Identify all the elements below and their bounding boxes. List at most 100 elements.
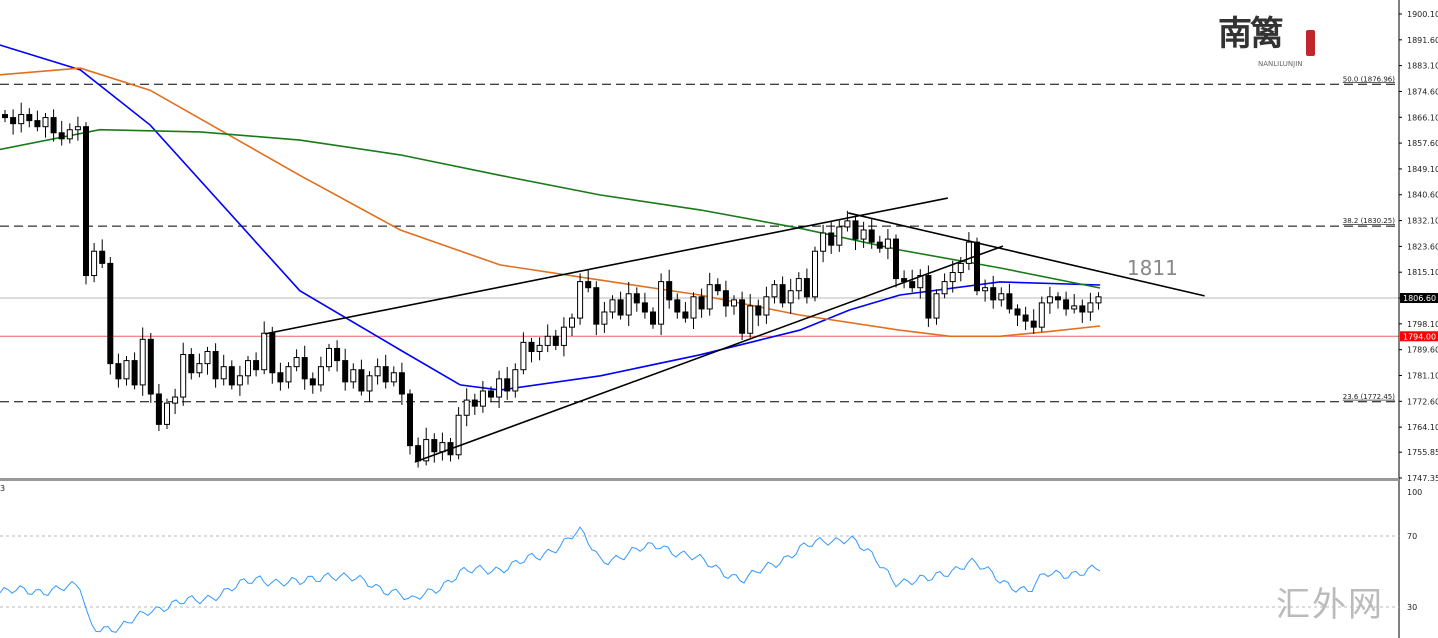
candle-body-bull — [812, 250, 818, 298]
candle — [552, 329, 559, 350]
candle — [10, 109, 17, 135]
candle — [560, 317, 567, 357]
candle — [488, 386, 494, 402]
axis-tick-label: 1781.10 — [1407, 371, 1438, 380]
candle — [1079, 299, 1086, 323]
candle-body-bull — [1095, 296, 1102, 304]
candle — [536, 337, 543, 361]
candle-body-bear — [398, 372, 405, 395]
candle-body-bull — [220, 366, 227, 380]
support-price-tag-label: 1794.00 — [1403, 332, 1436, 341]
candle — [204, 346, 211, 375]
candle-body-bull — [245, 360, 251, 377]
candle — [285, 362, 292, 389]
candle — [714, 278, 721, 296]
candle-body-bear — [1006, 293, 1013, 310]
candle-body-bear — [83, 126, 89, 277]
candle-body-bear — [722, 290, 729, 307]
candle — [277, 362, 284, 391]
axis-tick-label: 1772.60 — [1407, 397, 1438, 406]
candle — [309, 372, 316, 394]
candle — [34, 110, 41, 132]
candle-body-bear — [1014, 308, 1021, 316]
candle-body-bull — [423, 439, 430, 462]
candle — [269, 326, 276, 384]
candle — [909, 269, 916, 293]
axis-tick-label: 1883.10 — [1407, 62, 1438, 71]
candle-body-bull — [317, 366, 324, 386]
candle-body-bear — [334, 347, 341, 362]
candle — [123, 356, 130, 386]
candle-body-bull — [569, 317, 575, 328]
candle — [164, 398, 170, 429]
candle — [479, 380, 486, 413]
candle-body-bull — [577, 281, 584, 319]
current-price-tag — [1400, 293, 1438, 304]
candle — [698, 288, 705, 318]
candle-body-bull — [164, 402, 170, 425]
candle — [261, 321, 268, 375]
trendline[interactable] — [414, 245, 1004, 463]
candle-body-bear — [471, 399, 478, 407]
candle — [795, 272, 802, 300]
candle-body-bear — [682, 311, 689, 319]
candle-body-bull — [463, 399, 470, 416]
candle — [317, 356, 324, 392]
candle-body-bull — [66, 129, 73, 140]
candle — [982, 279, 989, 302]
candle-body-bull — [1046, 296, 1053, 304]
candle-body-bear — [212, 350, 219, 380]
candle — [423, 427, 430, 466]
candle-body-bull — [374, 366, 381, 377]
candle — [674, 293, 681, 319]
logo-text: 南篱 — [1218, 14, 1284, 54]
trendline[interactable] — [264, 197, 948, 335]
logo-seal — [1306, 30, 1315, 56]
candle-body-bull — [204, 350, 211, 365]
candle — [763, 286, 770, 324]
candle-body-bear — [342, 360, 349, 383]
candle-body-bull — [941, 281, 948, 295]
candle-body-bear — [415, 445, 422, 462]
candle — [366, 371, 373, 402]
axis-tick-label: 1849.10 — [1407, 165, 1438, 174]
axis-tick-label: 1840.60 — [1407, 191, 1438, 200]
candle — [245, 356, 251, 385]
candle — [755, 299, 762, 326]
candle-body-bear — [1079, 305, 1086, 313]
candle-body-bull — [998, 293, 1005, 301]
candle — [787, 278, 794, 314]
candle — [439, 432, 446, 461]
candle — [188, 348, 195, 380]
moving-average-line — [0, 44, 1101, 391]
candle-body-bull — [787, 290, 794, 304]
axis-tick-label: 1866.10 — [1407, 113, 1438, 122]
candle — [917, 269, 924, 299]
moving-average-line — [0, 67, 1101, 338]
candle-body-bear — [107, 262, 114, 365]
candle — [731, 295, 737, 315]
candle — [1055, 292, 1061, 309]
candle — [139, 327, 146, 396]
trendline[interactable] — [848, 212, 1205, 297]
candle-body-bear — [714, 284, 721, 292]
candle-body-bear — [893, 238, 899, 280]
candle-body-bull — [917, 275, 924, 289]
candle — [949, 260, 956, 293]
candle-body-bull — [690, 296, 697, 319]
candle — [42, 113, 49, 138]
candle-body-bear — [188, 354, 195, 374]
panel-separator[interactable] — [0, 478, 1399, 481]
candle — [115, 353, 122, 388]
candle — [633, 287, 640, 312]
candle — [431, 433, 438, 463]
candle — [771, 280, 778, 304]
candle — [990, 275, 997, 309]
candle-body-bear — [2, 114, 8, 119]
candle — [690, 292, 697, 330]
trendlines[interactable] — [264, 197, 1205, 463]
candle-body-bear — [147, 338, 154, 395]
candle — [1095, 292, 1102, 310]
candle-body-bear — [10, 117, 17, 125]
